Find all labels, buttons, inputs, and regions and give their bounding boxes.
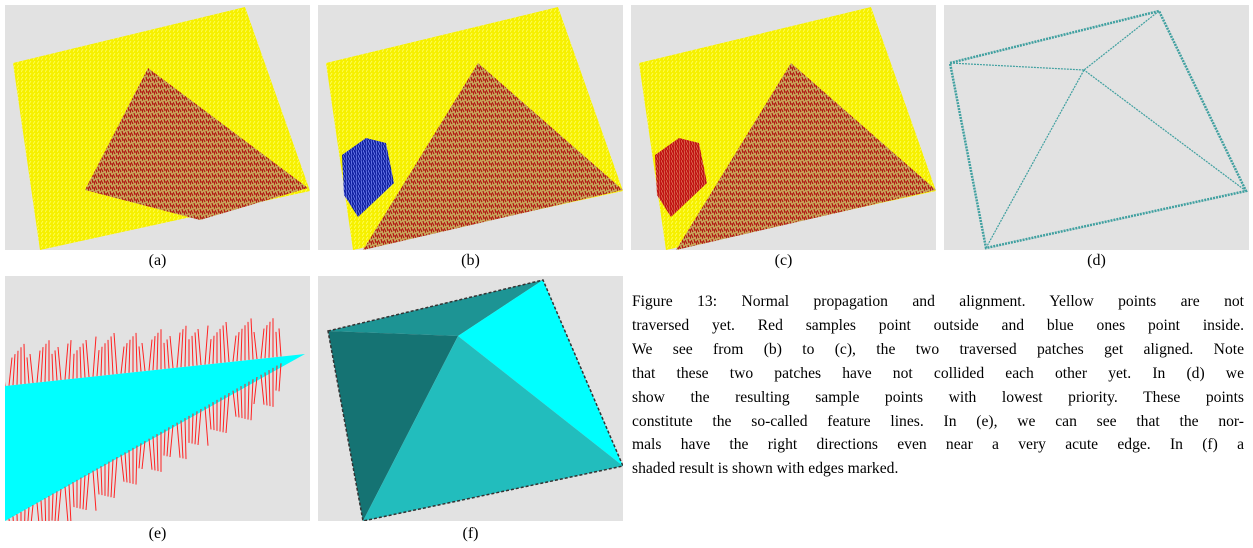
caption-line: mals have the right directions even near… [632, 433, 1244, 457]
caption-line: We see from (b) to (c), the two traverse… [632, 338, 1244, 362]
panel-label: (f) [318, 525, 623, 543]
panel-label: (d) [944, 252, 1249, 270]
panel-f-image [318, 276, 623, 521]
caption-line: Figure 13: Normal propagation and alignm… [632, 290, 1244, 314]
panel-c-image [631, 5, 936, 250]
panel-a-image [5, 5, 310, 250]
caption-line: traversed yet. Red samples point outside… [632, 314, 1244, 338]
panel-label: (c) [631, 252, 936, 270]
panel-e-image [5, 276, 310, 521]
panel-d-image [944, 5, 1249, 250]
caption-line: shaded result is shown with edges marked… [632, 457, 1244, 481]
page: (a) (b) (c) (d) (e) (f) Figure 13: Norma… [0, 0, 1253, 548]
panel-label: (a) [5, 252, 310, 270]
panel-b-image [318, 5, 623, 250]
panel-label: (b) [318, 252, 623, 270]
caption-line: constitute the so-called feature lines. … [632, 410, 1244, 434]
panel-label: (e) [5, 525, 310, 543]
caption-line: show the resulting sample points with lo… [632, 386, 1244, 410]
caption: Figure 13: Normal propagation and alignm… [632, 290, 1244, 481]
caption-line: that these two patches have not collided… [632, 362, 1244, 386]
